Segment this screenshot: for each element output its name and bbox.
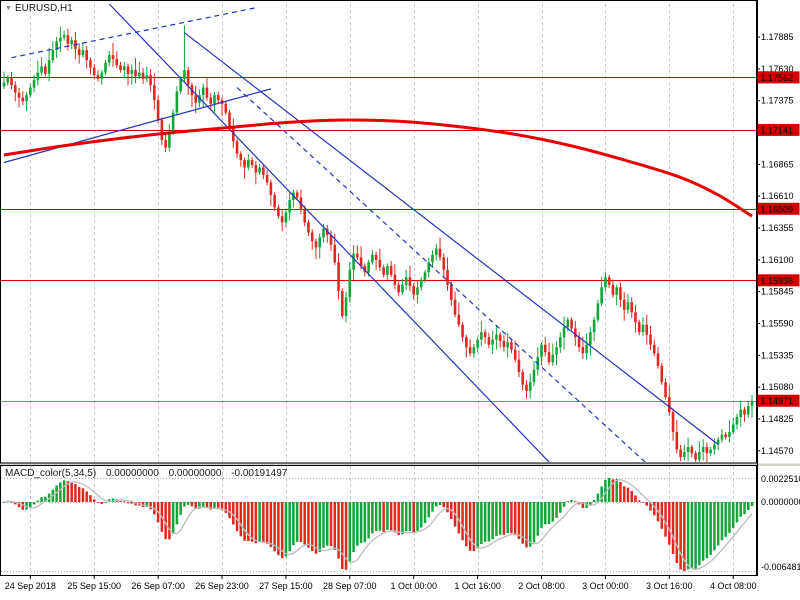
svg-text:3 Oct 00:00: 3 Oct 00:00 [582,581,629,591]
macd-axis[interactable]: 0.0022510 0.0000000 -0.0064810 [761,474,800,572]
svg-text:25 Sep 15:00: 25 Sep 15:00 [67,581,121,591]
quick-trade-arrow-icon[interactable]: ▼ [5,5,12,12]
svg-text:1.17375: 1.17375 [761,96,794,106]
symbol-text: EURUSD,H1 [14,3,73,14]
svg-text:26 Sep 23:00: 26 Sep 23:00 [195,581,249,591]
svg-text:1.15590: 1.15590 [761,318,794,328]
svg-text:24 Sep 2018: 24 Sep 2018 [5,581,56,591]
current-price-badge [757,394,800,407]
svg-text:27 Sep 15:00: 27 Sep 15:00 [259,581,313,591]
svg-text:1.14570: 1.14570 [761,446,794,456]
macd-name: MACD_color(5,34,5) [5,468,97,479]
svg-text:1.14825: 1.14825 [761,414,794,424]
svg-text:-0.0064810: -0.0064810 [761,562,800,572]
svg-text:1.14971: 1.14971 [761,396,794,406]
svg-text:28 Sep 07:00: 28 Sep 07:00 [323,581,377,591]
svg-text:1 Oct 00:00: 1 Oct 00:00 [390,581,437,591]
svg-text:1 Oct 16:00: 1 Oct 16:00 [454,581,501,591]
macd-value-signal: 0.00000000 [168,468,222,479]
macd-panel-border [0,465,757,576]
candles [2,25,754,462]
level-price-badge [757,274,800,287]
svg-text:0.0022510: 0.0022510 [761,474,800,484]
price-badges: 1.17562 1.17141 1.16509 1.15936 1.14971 [757,71,800,407]
grid-lines [30,4,734,575]
svg-text:26 Sep 07:00: 26 Sep 07:00 [131,581,185,591]
svg-text:1.17562: 1.17562 [761,73,794,83]
level-price-badge [757,123,800,136]
svg-text:1.17885: 1.17885 [761,32,794,42]
svg-text:1.16100: 1.16100 [761,255,794,265]
macd-value-hist: -0.00191497 [231,468,288,479]
level-price-badge [757,202,800,215]
main-plot-border [0,0,757,464]
trendlines [3,3,719,462]
svg-text:1.16355: 1.16355 [761,223,794,233]
moving-average-line [3,118,753,218]
svg-text:1.15335: 1.15335 [761,350,794,360]
svg-text:1.17630: 1.17630 [761,64,794,74]
svg-text:4 Oct 08:00: 4 Oct 08:00 [710,581,757,591]
symbol-timeframe-label[interactable]: ▼ EURUSD,H1 [5,3,73,14]
svg-text:1.15845: 1.15845 [761,287,794,297]
macd-histogram [2,478,754,571]
svg-text:2 Oct 08:00: 2 Oct 08:00 [518,581,565,591]
macd-indicator-label: MACD_color(5,34,5) 0.00000000 0.00000000… [5,468,294,479]
svg-text:1.15936: 1.15936 [761,276,794,286]
svg-text:1.16509: 1.16509 [761,204,794,214]
macd-signal-line [3,478,753,571]
panel-separator[interactable] [0,463,800,467]
svg-text:1.17141: 1.17141 [761,125,794,135]
macd-value-main: 0.00000000 [105,468,159,479]
svg-text:1.16865: 1.16865 [761,159,794,169]
time-axis[interactable]: 24 Sep 2018 25 Sep 15:00 26 Sep 07:00 26 Se… [5,576,757,591]
svg-text:1.15080: 1.15080 [761,382,794,392]
svg-text:1.16610: 1.16610 [761,191,794,201]
svg-text:3 Oct 16:00: 3 Oct 16:00 [646,581,693,591]
svg-text:0.0000000: 0.0000000 [761,497,800,507]
price-level-lines [0,77,757,281]
level-price-badge [757,71,800,84]
